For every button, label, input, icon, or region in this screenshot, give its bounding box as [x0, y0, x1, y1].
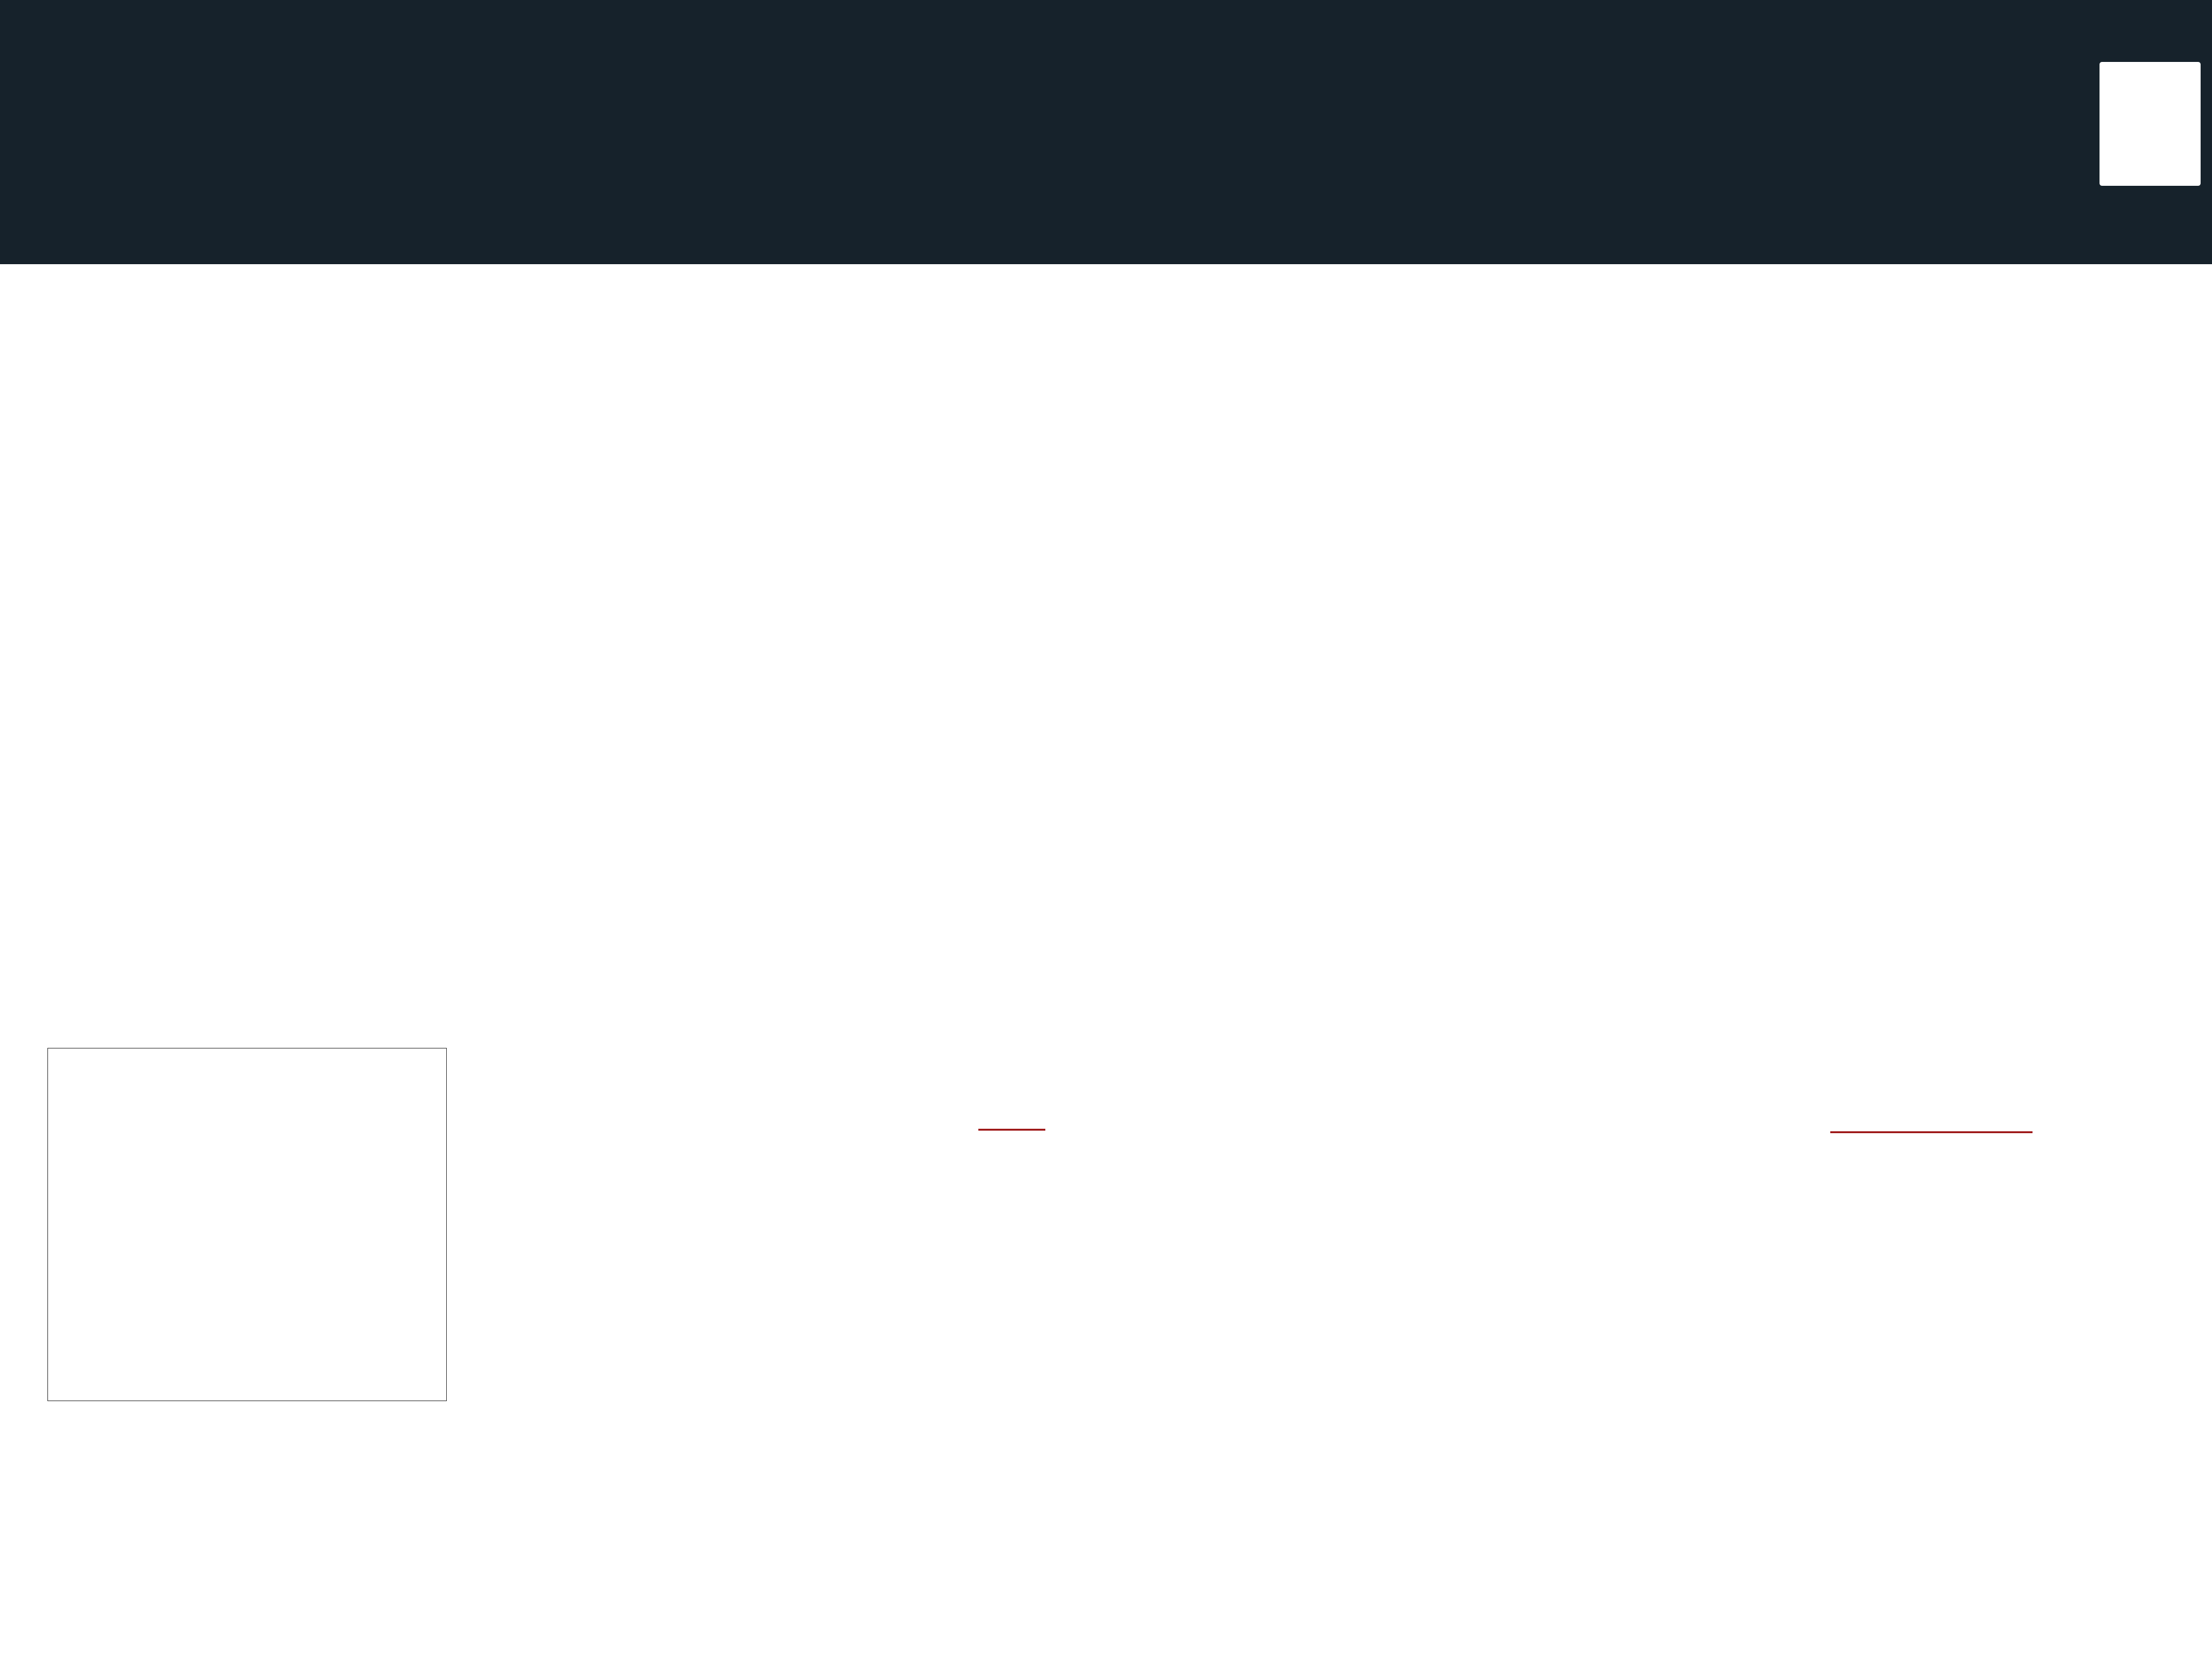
- qr-code: [2100, 62, 2201, 186]
- east-africa-map: [47, 1048, 447, 1401]
- sediment-core-photo: [662, 846, 983, 1030]
- chew-bahir-landscape-photo: [47, 1445, 609, 1655]
- zoom-connector-long: [1830, 1131, 2033, 1133]
- hspdp-skull-logo: [60, 16, 269, 248]
- rqa-group-long-cores-zoom: [2000, 1087, 2212, 1659]
- change-point-panels: [1593, 376, 2212, 1097]
- zoom-connector-short: [978, 1129, 1045, 1131]
- rqa-group-long-cores-full: [1636, 1087, 1992, 1659]
- header: [0, 0, 2212, 264]
- rqa-group-short-cores-full: [623, 1087, 1002, 1659]
- tipping-point-chart: [626, 370, 1242, 847]
- rqa-group-short-cores-zoom: [1011, 1087, 1403, 1659]
- pottery-harpoons-photo: [994, 846, 1237, 1030]
